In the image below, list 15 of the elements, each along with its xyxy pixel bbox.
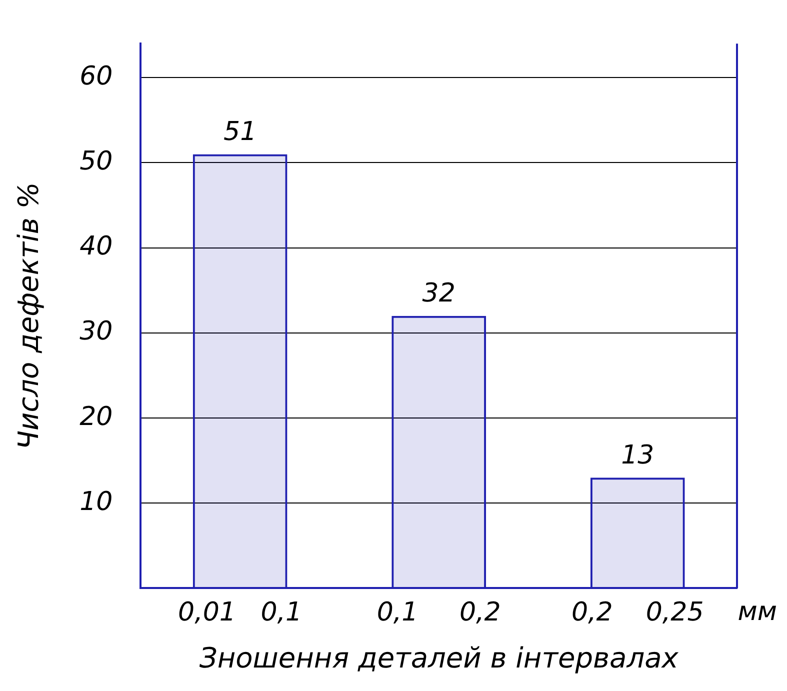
y-axis-title: Число дефектів % bbox=[12, 182, 46, 450]
y-tick-label: 10 bbox=[80, 486, 113, 517]
y-tick-label: 40 bbox=[80, 232, 113, 262]
y-tick-label: 60 bbox=[80, 61, 113, 92]
y-tick-label: 30 bbox=[80, 316, 113, 347]
x-axis-title: Зношення деталей в інтервалах bbox=[199, 641, 679, 674]
y-tick-label: 50 bbox=[80, 146, 113, 176]
text: мм bbox=[738, 596, 777, 627]
x-tick-label: 0,01 0,1 bbox=[178, 598, 302, 628]
x-tick-label: 0,2 0,25 bbox=[571, 598, 704, 628]
data-label: 51 bbox=[224, 116, 257, 147]
data-label: 13 bbox=[621, 440, 654, 470]
x-tick-label: 0,1 0,2 bbox=[376, 598, 501, 628]
data-label: 32 bbox=[422, 278, 456, 309]
y-tick-label: 20 bbox=[80, 402, 113, 432]
